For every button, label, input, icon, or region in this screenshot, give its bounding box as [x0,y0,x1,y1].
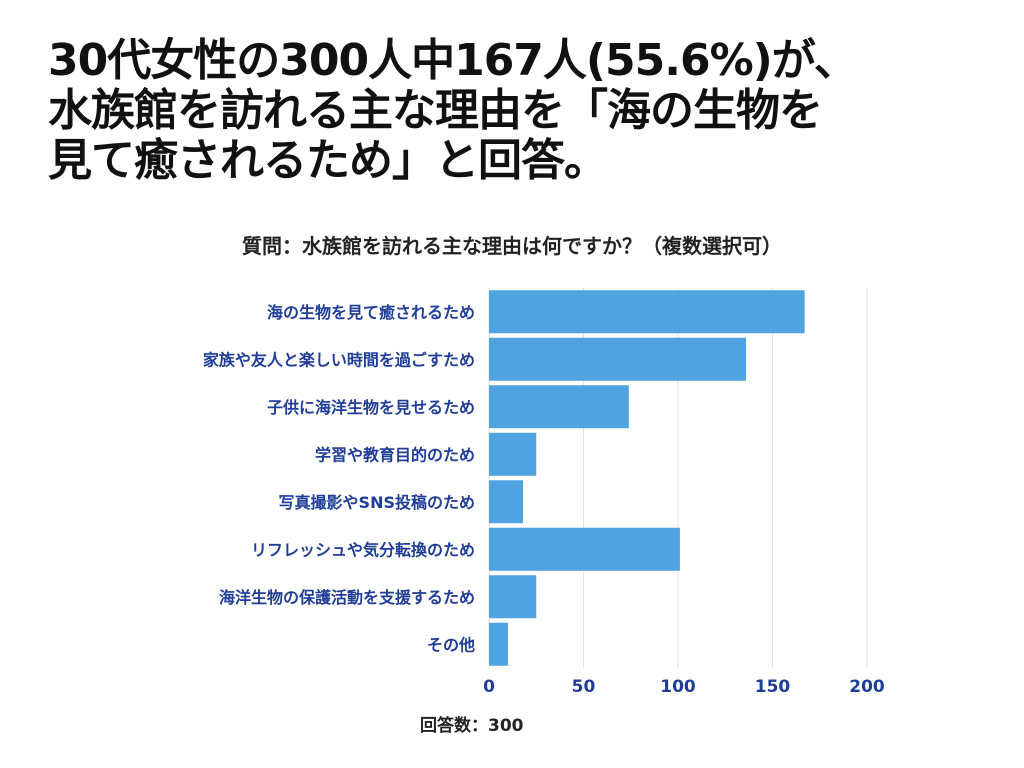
category-labels: 海の生物を見て癒されるため家族や友人と楽しい時間を過ごすため子供に海洋生物を見せ… [203,303,475,655]
x-tick-label: 150 [755,677,791,697]
x-tick-label: 50 [572,677,596,697]
category-label: 子供に海洋生物を見せるため [267,398,475,417]
x-tick-label: 0 [483,677,495,697]
bar [489,432,537,476]
category-label: 写真撮影やSNS投稿のため [279,493,475,512]
bar [489,622,508,666]
x-tick-label: 200 [849,677,885,697]
bar [489,385,629,429]
headline-line-3: 見て癒されるため」と回答。 [48,135,608,186]
chart-title: 質問：水族館を訪れる主な理由は何ですか？（複数選択可） [242,234,782,258]
response-count: 回答数：300 [420,716,524,736]
x-tick-labels: 0 50 100 150 200 [483,677,885,697]
bars [489,290,805,666]
x-tick-label: 100 [660,677,696,697]
category-label: リフレッシュや気分転換のため [251,540,475,559]
bar [489,337,747,381]
headline: 30代女性の300人中167人(55.6%)が、 水族館を訪れる主な理由を「海の… [48,36,988,186]
headline-line-2: 水族館を訪れる主な理由を「海の生物を [48,85,823,136]
bar [489,527,680,571]
bar [489,575,537,619]
category-label: その他 [427,635,475,654]
category-label: 学習や教育目的のため [315,445,475,464]
bar [489,480,524,524]
category-label: 家族や友人と楽しい時間を過ごすため [203,350,475,369]
category-label: 海の生物を見て癒されるため [267,303,475,322]
bar [489,290,805,334]
headline-line-1: 30代女性の300人中167人(55.6%)が、 [48,35,858,86]
category-label: 海洋生物の保護活動を支援するため [219,588,475,607]
